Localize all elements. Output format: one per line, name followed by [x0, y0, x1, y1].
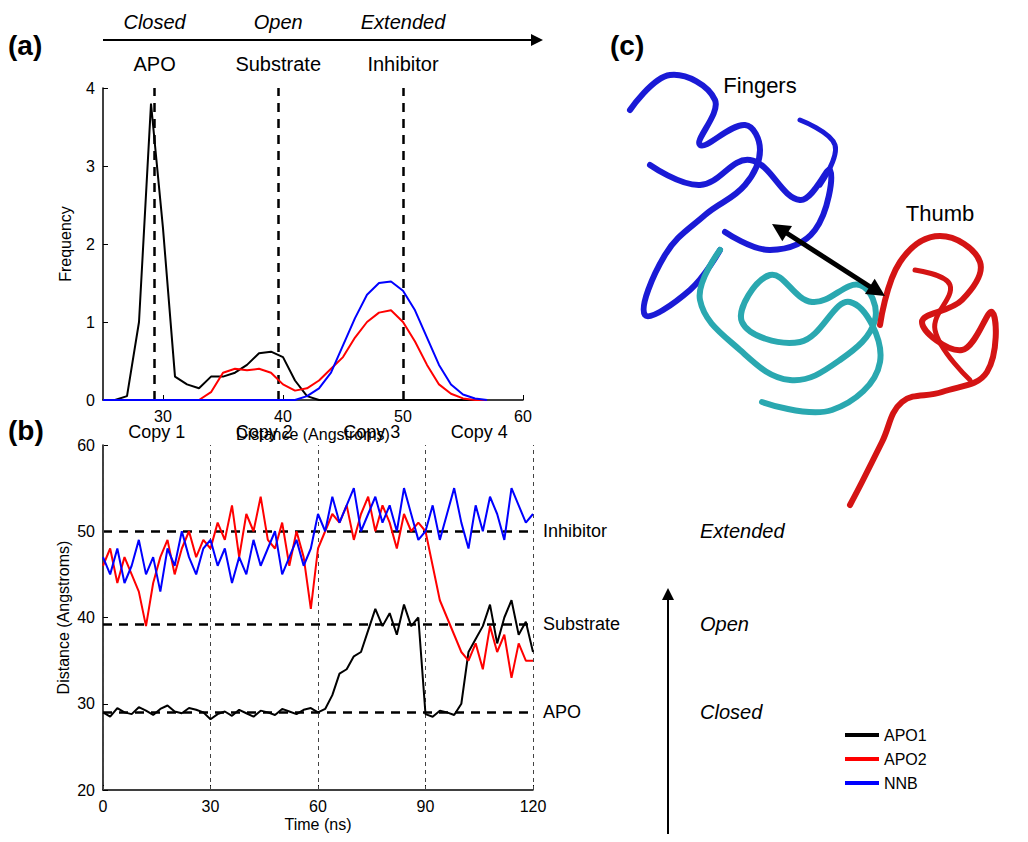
svg-text:Open: Open	[254, 11, 303, 33]
svg-text:60: 60	[309, 798, 327, 815]
svg-text:Substrate: Substrate	[543, 614, 620, 634]
svg-text:40: 40	[77, 609, 95, 626]
svg-text:30: 30	[154, 407, 172, 425]
svg-text:APO: APO	[133, 53, 175, 75]
svg-text:Time (ns): Time (ns)	[285, 816, 352, 833]
svg-text:1: 1	[86, 314, 95, 331]
svg-text:Thumb: Thumb	[906, 201, 974, 226]
svg-text:3: 3	[86, 158, 95, 175]
svg-text:50: 50	[77, 523, 95, 540]
svg-text:Distance (Angstroms): Distance (Angstroms)	[55, 541, 72, 695]
svg-text:(b): (b)	[8, 415, 44, 446]
svg-text:Copy 4: Copy 4	[451, 422, 508, 442]
svg-text:4: 4	[86, 80, 95, 97]
svg-text:Inhibitor: Inhibitor	[367, 53, 438, 75]
svg-text:40: 40	[274, 407, 292, 425]
svg-text:60: 60	[514, 408, 532, 425]
svg-text:50: 50	[394, 407, 412, 425]
svg-text:120: 120	[520, 798, 547, 815]
svg-text:Extended: Extended	[361, 11, 446, 33]
svg-text:Extended: Extended	[700, 520, 785, 542]
svg-text:Open: Open	[700, 613, 749, 635]
svg-text:Copy 2: Copy 2	[236, 422, 293, 442]
svg-text:Substrate: Substrate	[235, 53, 321, 75]
svg-text:30: 30	[77, 695, 95, 712]
svg-text:Inhibitor: Inhibitor	[543, 521, 607, 541]
svg-text:Fingers: Fingers	[723, 73, 796, 98]
svg-text:0: 0	[99, 798, 108, 815]
svg-text:Frequency: Frequency	[57, 206, 74, 282]
svg-text:Copy 3: Copy 3	[343, 422, 400, 442]
svg-text:(c): (c)	[610, 30, 644, 61]
svg-text:30: 30	[202, 798, 220, 815]
svg-text:0: 0	[86, 392, 95, 409]
svg-text:NNB: NNB	[884, 775, 918, 792]
svg-text:Closed: Closed	[700, 701, 763, 723]
svg-text:APO2: APO2	[884, 751, 927, 768]
svg-text:Copy 1: Copy 1	[128, 422, 185, 442]
svg-text:2: 2	[86, 236, 95, 253]
svg-text:(a): (a)	[8, 30, 42, 61]
svg-text:20: 20	[77, 782, 95, 799]
svg-text:APO1: APO1	[884, 727, 927, 744]
svg-text:60: 60	[77, 437, 95, 454]
svg-text:Closed: Closed	[123, 11, 186, 33]
svg-text:APO: APO	[543, 702, 581, 722]
svg-text:90: 90	[417, 798, 435, 815]
